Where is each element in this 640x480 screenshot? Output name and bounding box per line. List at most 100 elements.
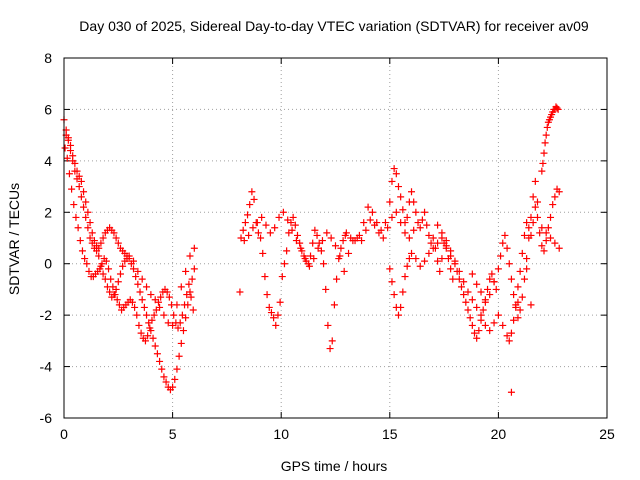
data-point bbox=[412, 255, 420, 263]
data-point bbox=[244, 211, 252, 219]
data-point bbox=[112, 285, 120, 293]
data-point bbox=[135, 321, 143, 329]
data-point bbox=[258, 213, 266, 221]
data-point bbox=[280, 260, 288, 268]
data-point bbox=[97, 262, 105, 270]
data-point bbox=[143, 311, 151, 319]
data-point bbox=[438, 255, 446, 263]
data-point bbox=[82, 213, 90, 221]
data-point bbox=[481, 321, 489, 329]
data-point bbox=[93, 242, 101, 250]
data-point bbox=[274, 311, 282, 319]
data-point bbox=[386, 198, 394, 206]
data-point bbox=[236, 288, 244, 296]
data-point bbox=[405, 255, 413, 263]
data-point bbox=[174, 324, 182, 332]
data-point bbox=[71, 159, 79, 167]
data-point bbox=[364, 203, 372, 211]
data-point bbox=[342, 229, 350, 237]
data-point bbox=[292, 237, 300, 245]
data-point bbox=[538, 242, 546, 250]
data-point bbox=[119, 262, 127, 270]
series-track-j bbox=[507, 103, 562, 396]
data-point bbox=[320, 260, 328, 268]
data-point bbox=[512, 303, 520, 311]
data-point bbox=[525, 224, 533, 232]
axis-ticks: 0 5 10 15 20 25 -6 -4 -2 0 2 4 6 8 bbox=[40, 50, 615, 442]
data-point bbox=[261, 273, 269, 281]
data-point bbox=[275, 213, 283, 221]
data-point bbox=[399, 206, 407, 214]
series-track-f bbox=[342, 165, 457, 283]
series-track-i bbox=[468, 177, 563, 322]
data-point bbox=[468, 296, 476, 304]
data-point bbox=[283, 247, 291, 255]
data-point bbox=[554, 105, 562, 113]
data-point bbox=[239, 226, 247, 234]
data-point bbox=[113, 296, 121, 304]
data-point bbox=[69, 152, 77, 160]
series-track-g bbox=[386, 234, 500, 342]
data-point bbox=[165, 293, 173, 301]
data-point bbox=[246, 201, 254, 209]
data-point bbox=[494, 311, 502, 319]
x-tick-label: 5 bbox=[169, 426, 177, 442]
data-point bbox=[112, 234, 120, 242]
data-point bbox=[73, 167, 81, 175]
data-point bbox=[390, 291, 398, 299]
y-tick-label: -2 bbox=[40, 307, 53, 323]
data-point bbox=[188, 275, 196, 283]
data-point bbox=[486, 291, 494, 299]
data-point bbox=[137, 329, 145, 337]
data-point bbox=[313, 231, 321, 239]
data-point bbox=[101, 275, 109, 283]
data-point bbox=[540, 149, 548, 157]
data-point bbox=[388, 213, 396, 221]
data-point bbox=[403, 262, 411, 270]
data-point bbox=[518, 293, 526, 301]
data-point bbox=[401, 229, 409, 237]
data-point bbox=[297, 244, 305, 252]
data-point bbox=[339, 237, 347, 245]
data-point bbox=[388, 278, 396, 286]
data-point bbox=[146, 324, 154, 332]
data-point bbox=[259, 249, 267, 257]
data-point bbox=[434, 221, 442, 229]
data-point bbox=[510, 291, 518, 299]
data-point bbox=[305, 262, 313, 270]
data-point bbox=[80, 188, 88, 196]
data-point bbox=[418, 216, 426, 224]
data-point bbox=[65, 170, 73, 178]
data-point bbox=[250, 195, 258, 203]
data-point bbox=[265, 303, 273, 311]
data-point bbox=[538, 224, 546, 232]
data-point bbox=[347, 234, 355, 242]
data-point bbox=[293, 231, 301, 239]
y-tick-label: 2 bbox=[44, 204, 52, 220]
data-points bbox=[60, 103, 563, 396]
data-point bbox=[67, 141, 75, 149]
data-point bbox=[531, 203, 539, 211]
data-point bbox=[490, 278, 498, 286]
data-point bbox=[140, 303, 148, 311]
data-point bbox=[423, 221, 431, 229]
data-point bbox=[84, 208, 92, 216]
data-point bbox=[175, 352, 183, 360]
series-track-h bbox=[434, 185, 563, 345]
data-point bbox=[288, 226, 296, 234]
data-point bbox=[257, 234, 265, 242]
data-point bbox=[78, 247, 86, 255]
chart-title: Day 030 of 2025, Sidereal Day-to-day VTE… bbox=[79, 18, 589, 34]
series-track-d bbox=[236, 188, 349, 353]
x-tick-label: 20 bbox=[491, 426, 507, 442]
data-point bbox=[266, 229, 274, 237]
data-point bbox=[160, 311, 168, 319]
series-track-b bbox=[61, 144, 197, 345]
data-point bbox=[187, 293, 195, 301]
data-point bbox=[179, 327, 187, 335]
data-point bbox=[401, 273, 409, 281]
y-axis-label: SDTVAR / TECUs bbox=[6, 183, 22, 295]
data-point bbox=[340, 267, 348, 275]
data-point bbox=[479, 306, 487, 314]
data-point bbox=[151, 296, 159, 304]
